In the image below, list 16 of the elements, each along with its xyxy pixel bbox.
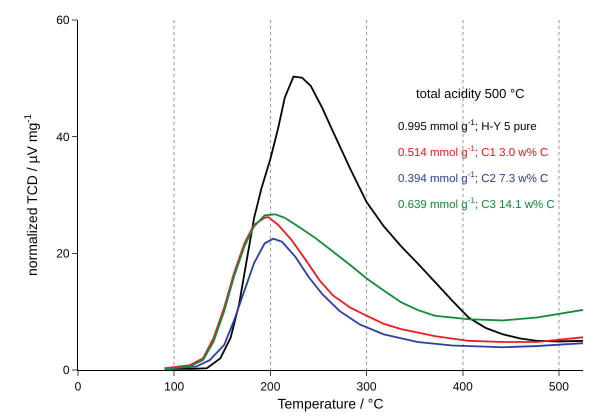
x-tick-label: 0	[74, 379, 82, 394]
x-axis-title: Temperature / °C	[278, 396, 384, 412]
y-tick-label: 60	[56, 13, 70, 28]
annotation: total acidity 500 °C	[416, 86, 525, 101]
x-tick-label: 500	[548, 379, 570, 394]
text: 0.639 mmol g$^{-1}$; C3 14.1 w% C	[398, 196, 555, 211]
text: 0.514 mmol g$^{-1}$; C1 3.0 w% C	[398, 144, 548, 159]
y-tick-label: 40	[56, 130, 70, 144]
x-tick-label: 400	[452, 379, 474, 394]
y-tick-label: 20	[56, 246, 70, 261]
text: 0.995 mmol g$^{-1}$; H-Y 5 pure	[398, 118, 537, 133]
x-tick-label: 200	[260, 379, 281, 394]
text: 0.394 mmol g$^{-1}$; C2 7.3 w% C	[398, 170, 548, 185]
x-tick-label: 300	[356, 379, 377, 394]
x-tick-label: 100	[164, 379, 185, 394]
y-tick-label: 0	[62, 363, 70, 378]
